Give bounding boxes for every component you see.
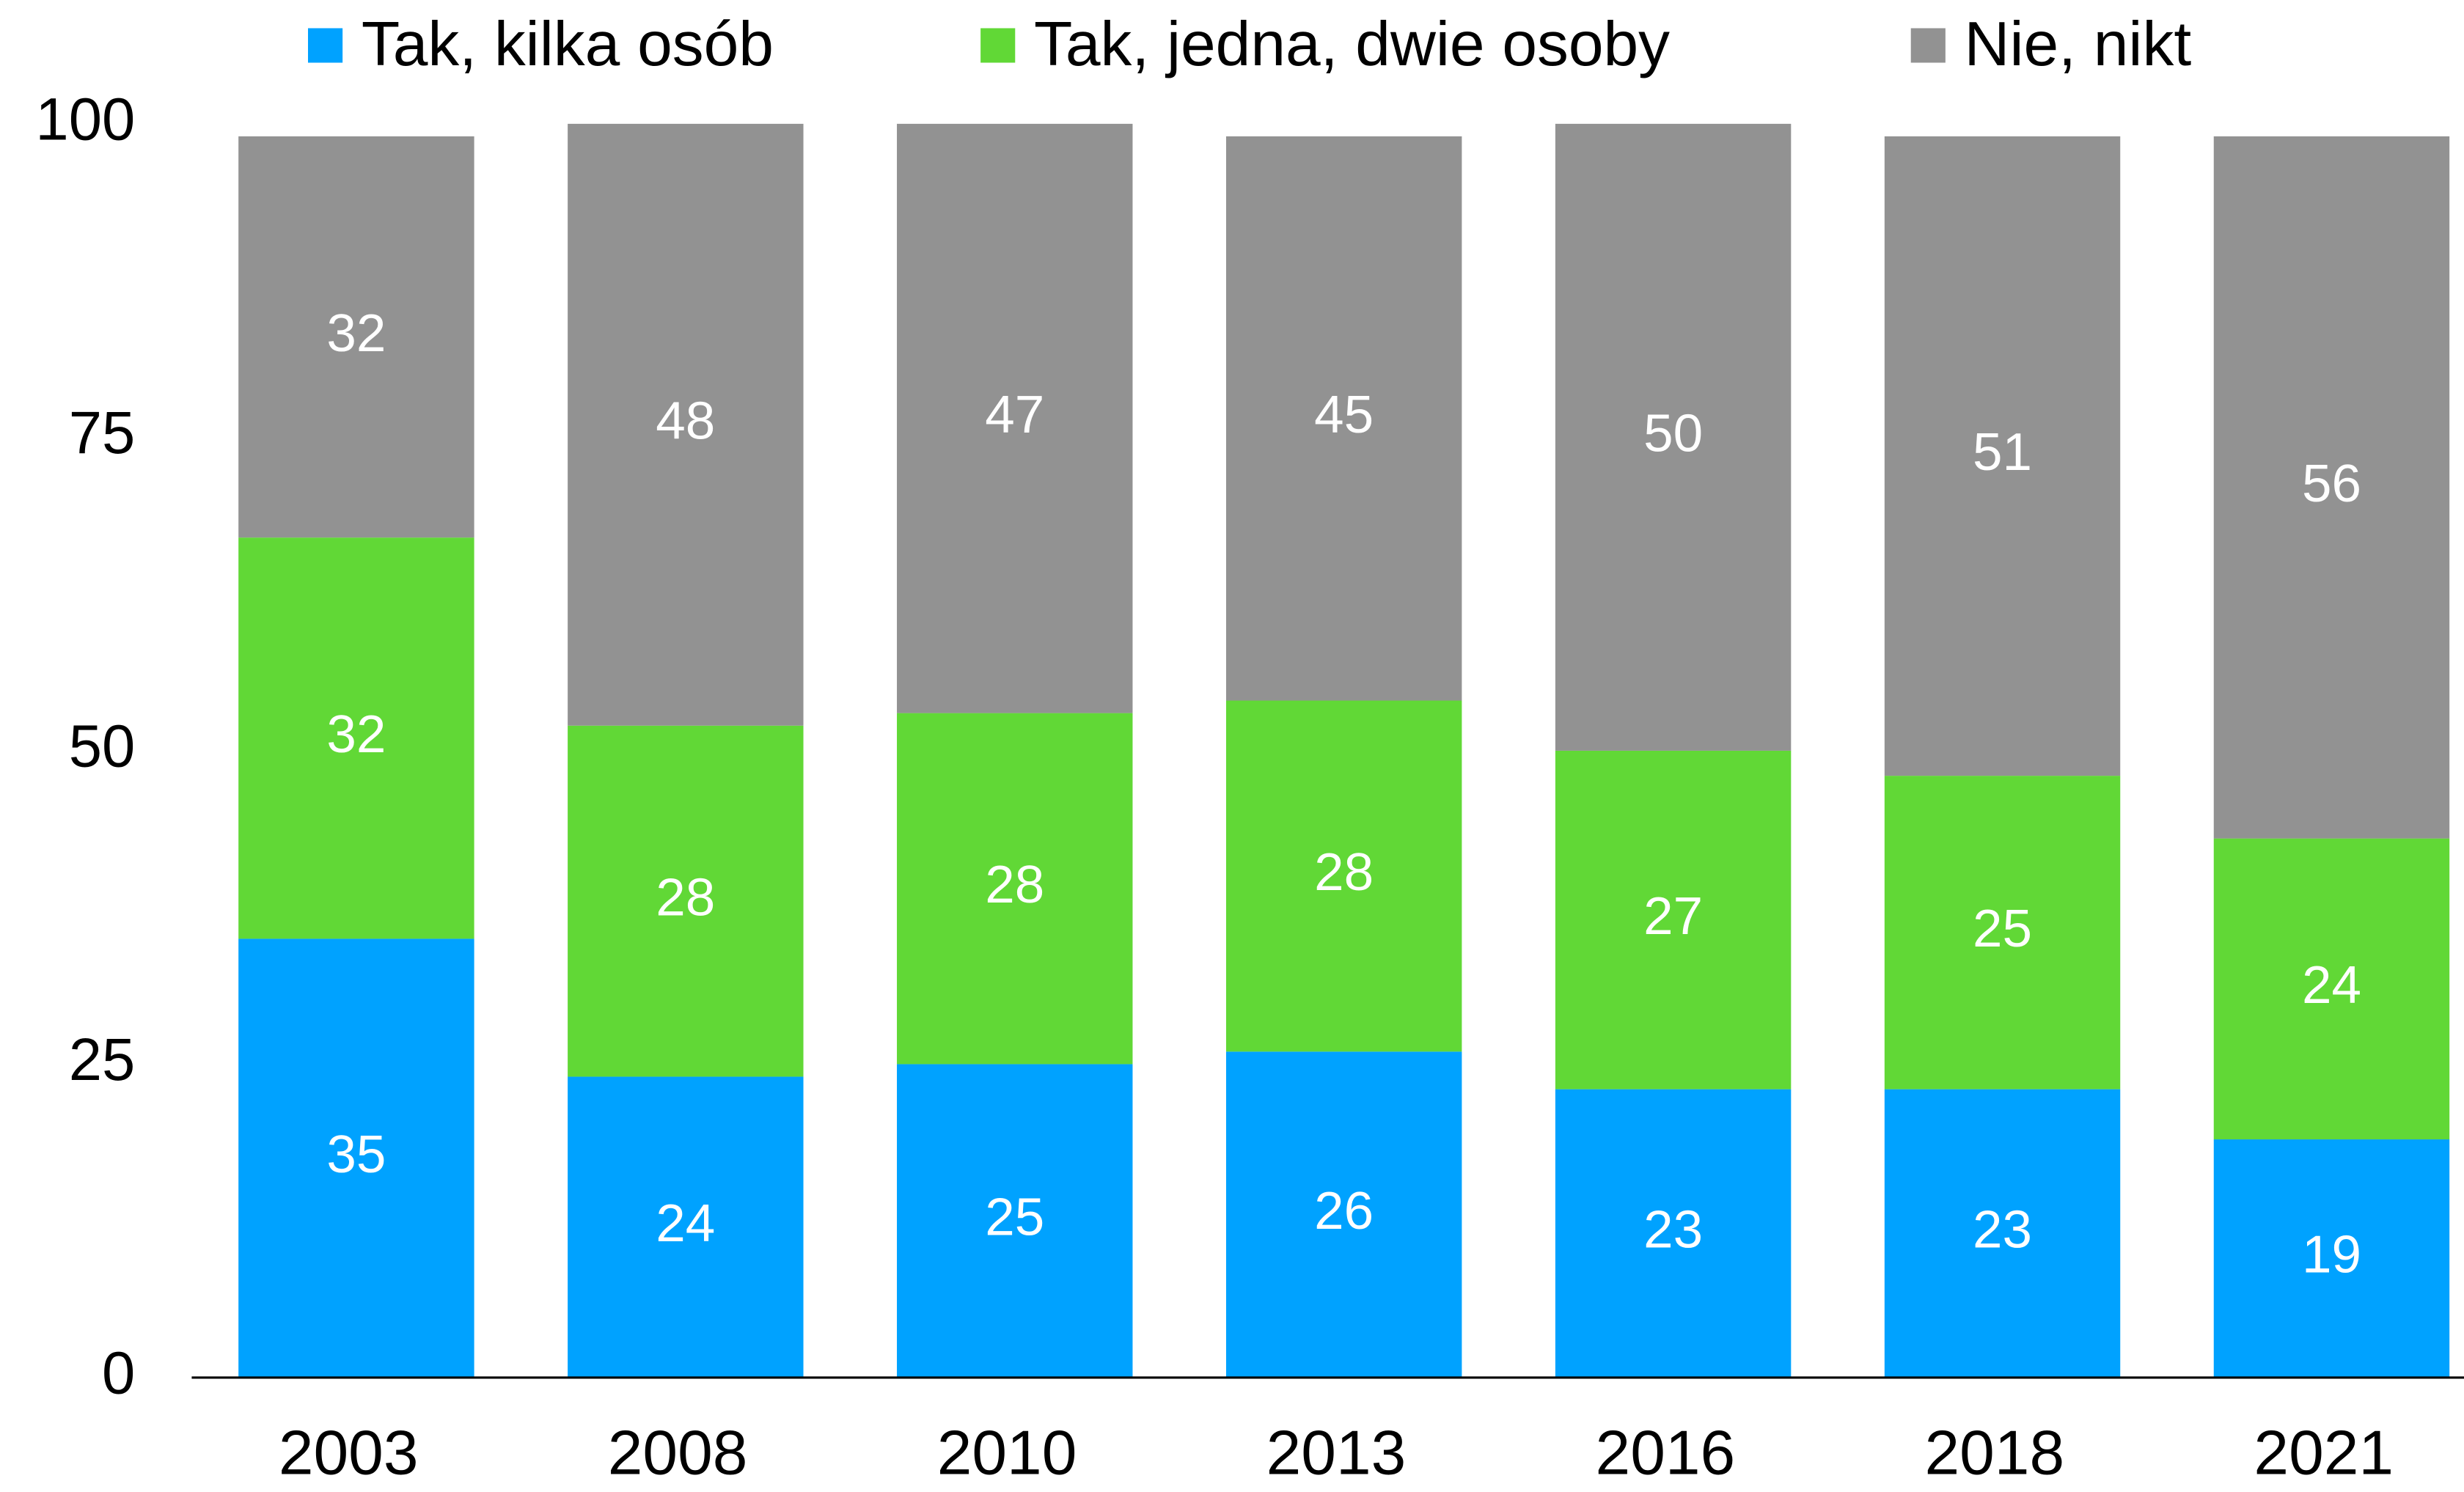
bar-segment	[238, 136, 474, 538]
data-label: 24	[2302, 955, 2361, 1015]
bar-segment	[568, 123, 804, 726]
data-label: 35	[326, 1125, 386, 1184]
legend-swatch	[1910, 28, 1946, 63]
bar-segment	[1884, 136, 2121, 776]
y-tick-label: 0	[102, 1340, 135, 1407]
y-tick-label: 50	[69, 713, 136, 779]
bar-segment	[1555, 1089, 1792, 1378]
bar-segment	[1225, 700, 1462, 1052]
bar-segment	[1225, 1051, 1462, 1378]
data-label: 19	[2302, 1225, 2361, 1285]
legend-swatch	[308, 28, 343, 63]
bar-segment	[238, 938, 474, 1378]
y-tick-label: 100	[35, 86, 135, 152]
data-label: 25	[985, 1187, 1044, 1246]
data-label: 25	[1973, 899, 2032, 958]
y-tick-label: 25	[69, 1026, 136, 1093]
bar-segment	[568, 1076, 804, 1378]
legend-swatch	[980, 28, 1016, 63]
data-label: 23	[1973, 1200, 2032, 1260]
x-tick-label: 2013	[1266, 1419, 1407, 1488]
bar-segment	[897, 123, 1133, 713]
data-label: 32	[326, 304, 386, 363]
data-label: 28	[656, 867, 715, 927]
data-label: 48	[656, 392, 715, 451]
data-label: 51	[1973, 422, 2032, 482]
bar-segment	[2213, 1139, 2450, 1378]
bar-segment	[897, 1064, 1133, 1378]
legend-label: Tak, kilka osób	[362, 10, 774, 79]
data-label: 26	[1314, 1181, 1374, 1241]
bar-segment	[1884, 1089, 2121, 1378]
y-tick-label: 75	[69, 400, 136, 466]
data-label: 45	[1314, 385, 1374, 444]
data-label: 47	[985, 385, 1044, 444]
x-tick-label: 2008	[608, 1419, 748, 1488]
bar-segment	[897, 713, 1133, 1065]
data-label: 27	[1643, 886, 1703, 946]
bar-segment	[1555, 750, 1792, 1089]
x-tick-label: 2016	[1596, 1419, 1736, 1488]
bar-segment	[238, 537, 474, 939]
data-label: 56	[2302, 454, 2361, 513]
bar-segment	[2213, 136, 2450, 839]
bar-segment	[2213, 838, 2450, 1140]
x-tick-label: 2018	[1924, 1419, 2064, 1488]
bar-segment	[568, 725, 804, 1077]
x-tick-label: 2010	[937, 1419, 1077, 1488]
data-label: 28	[1314, 842, 1374, 902]
data-label: 23	[1643, 1200, 1703, 1260]
data-label: 28	[985, 855, 1044, 914]
bar-segment	[1884, 776, 2121, 1089]
bar-segment	[1555, 123, 1792, 751]
data-label: 50	[1643, 404, 1703, 463]
legend-label: Nie, nikt	[1965, 10, 2192, 79]
x-tick-label: 2003	[279, 1419, 419, 1488]
data-label: 32	[326, 705, 386, 764]
x-tick-label: 2021	[2254, 1419, 2394, 1488]
bar-segment	[1225, 136, 1462, 701]
data-label: 24	[656, 1194, 715, 1253]
legend-label: Tak, jedna, dwie osoby	[1034, 10, 1670, 79]
